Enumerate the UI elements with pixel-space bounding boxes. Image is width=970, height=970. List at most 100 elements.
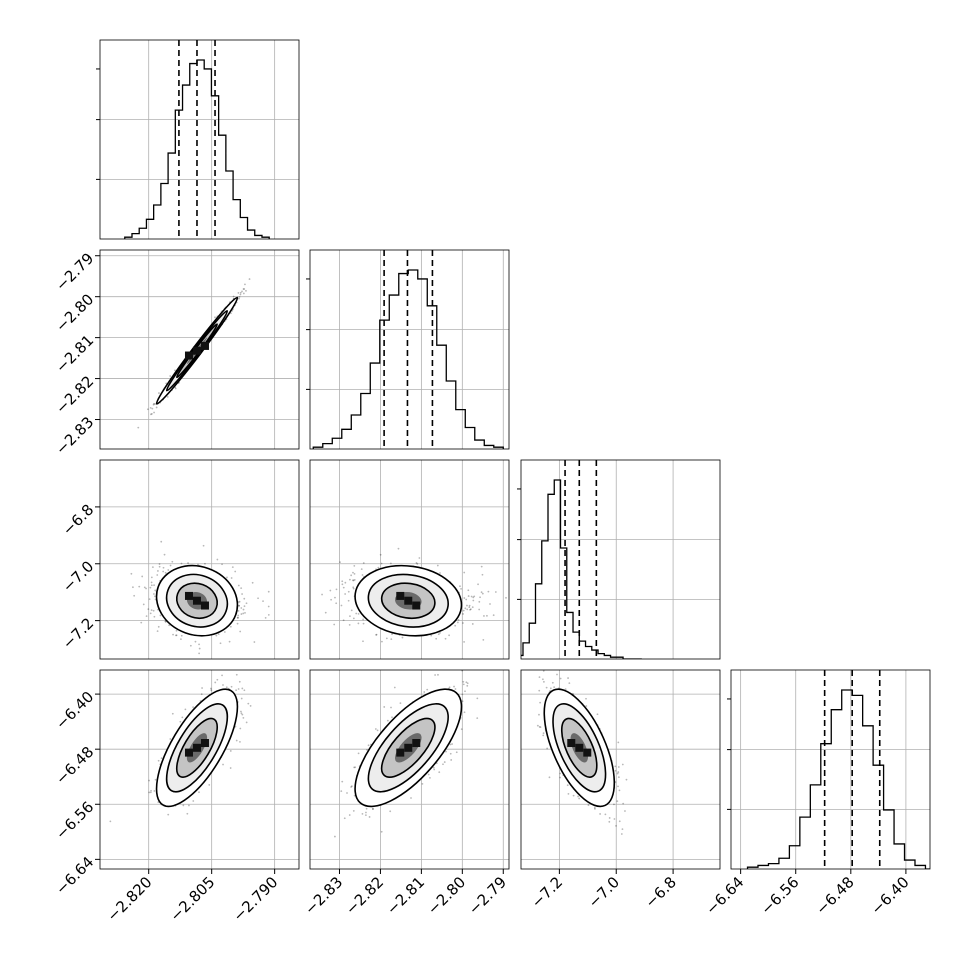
scatter-point (469, 608, 472, 611)
scatter-point (339, 561, 341, 564)
scatter-point (188, 804, 190, 807)
scatter-point (361, 812, 364, 815)
scatter-point (239, 630, 242, 633)
scatter-point (468, 606, 471, 609)
scatter-point (436, 564, 439, 567)
scatter-point (462, 680, 465, 683)
scatter-point (343, 817, 346, 820)
scatter-point (162, 566, 165, 569)
scatter-point (350, 786, 352, 788)
contour-panel-p1-p3 (309, 659, 510, 870)
density-block (396, 748, 405, 757)
scatter-point (145, 587, 147, 590)
scatter-point (448, 634, 451, 637)
scatter-point (380, 830, 383, 833)
scatter-point (150, 584, 153, 587)
scatter-point (109, 820, 112, 823)
scatter-point (578, 797, 581, 800)
scatter-point (155, 406, 158, 409)
contour-content-p1-p3 (334, 659, 479, 838)
scatter-point (150, 789, 152, 792)
scatter-point (624, 810, 626, 812)
scatter-point (533, 660, 535, 662)
scatter-point (158, 392, 160, 394)
contour-content-p0-p3 (109, 664, 252, 823)
scatter-point (149, 586, 152, 589)
scatter-point (237, 614, 240, 617)
scatter-point (232, 295, 235, 298)
scatter-point (201, 687, 203, 689)
scatter-point (621, 763, 624, 766)
scatter-point (340, 604, 343, 607)
scatter-point (352, 571, 354, 574)
scatter-point (267, 613, 270, 616)
scatter-point (466, 604, 468, 607)
scatter-point (471, 623, 474, 625)
scatter-point (462, 683, 465, 686)
scatter-point (585, 705, 588, 707)
scatter-point (428, 659, 430, 661)
scatter-point (464, 690, 466, 693)
scatter-point (158, 563, 161, 565)
scatter-point (169, 375, 172, 377)
scatter-point (479, 596, 481, 599)
scatter-point (198, 791, 200, 794)
scatter-point (267, 605, 270, 608)
scatter-point (346, 792, 348, 794)
scatter-point (481, 592, 484, 595)
scatter-point (608, 820, 611, 823)
density-block (404, 596, 413, 605)
scatter-point (148, 791, 151, 794)
scatter-point (350, 609, 353, 612)
scatter-point (492, 614, 495, 617)
scatter-point (235, 673, 238, 676)
scatter-point (342, 619, 345, 622)
scatter-point (241, 593, 243, 595)
scatter-point (478, 600, 481, 603)
scatter-point (238, 295, 241, 298)
scatter-point (472, 599, 475, 602)
scatter-point (154, 589, 157, 592)
scatter-point (467, 589, 470, 592)
scatter-point (229, 750, 232, 752)
scatter-point (157, 625, 160, 628)
scatter-point (340, 790, 343, 793)
scatter-point (334, 596, 336, 599)
scatter-point (208, 784, 211, 786)
scatter-point (621, 828, 624, 830)
scatter-point (180, 638, 182, 641)
scatter-point (572, 794, 575, 797)
scatter-point (536, 724, 539, 727)
scatter-point (454, 688, 457, 690)
panel-frame-p1 (309, 249, 510, 450)
scatter-point (142, 603, 145, 606)
scatter-point (204, 562, 206, 565)
scatter-point (542, 732, 545, 735)
scatter-point (242, 664, 244, 666)
scatter-point (230, 577, 233, 579)
scatter-point (239, 740, 241, 743)
xtick-label-p2-2: −6.8 (641, 873, 679, 911)
scatter-point (239, 291, 242, 294)
scatter-point (164, 620, 167, 623)
contour-content-p1-p2 (321, 547, 507, 643)
scatter-point (386, 719, 389, 722)
scatter-point (456, 621, 459, 624)
scatter-point (198, 652, 201, 655)
scatter-point (159, 614, 162, 617)
scatter-point (379, 553, 382, 556)
scatter-point (427, 773, 430, 776)
scatter-point (153, 402, 155, 405)
scatter-point (143, 586, 146, 589)
scatter-point (240, 613, 243, 615)
scatter-point (240, 607, 243, 609)
scatter-point (264, 616, 267, 619)
scatter-point (241, 664, 243, 666)
scatter-point (542, 680, 545, 683)
scatter-point (449, 752, 452, 755)
scatter-point (230, 312, 232, 315)
scatter-point (130, 572, 133, 575)
scatter-point (352, 579, 355, 582)
scatter-point (416, 562, 419, 565)
